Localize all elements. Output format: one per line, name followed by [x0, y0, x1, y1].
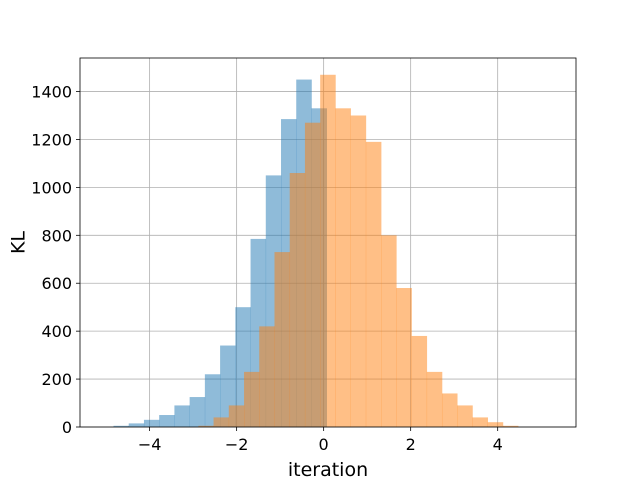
histogram-bar-series-2	[396, 288, 412, 427]
histogram-bar-series-1	[113, 425, 130, 427]
histogram-bar-series-2	[472, 417, 488, 427]
histogram-bar-series-1	[174, 405, 190, 427]
y-tick-label: 600	[41, 274, 72, 293]
histogram-bar-series-2	[502, 425, 519, 427]
histogram-bar-series-2	[198, 425, 214, 427]
histogram-bar-series-2	[259, 326, 275, 427]
histogram-bar-series-2	[213, 417, 230, 427]
y-tick-label: 1400	[31, 83, 72, 102]
histogram-bar-series-1	[204, 374, 221, 427]
histogram-bar-series-2	[487, 422, 504, 427]
axis-ticks: −4 −2 0 2 4 0 200 400 600 800 1000 1200 1400	[31, 83, 502, 454]
histogram-bar-series-2	[441, 393, 458, 427]
histogram-bar-series-2	[244, 371, 260, 427]
x-axis-label: iteration	[288, 459, 368, 480]
x-tick-label: 0	[319, 435, 329, 454]
histogram-bar-series-1	[143, 419, 160, 427]
y-tick-label: 0	[62, 418, 72, 437]
x-tick-label: 4	[493, 435, 503, 454]
y-tick-label: 200	[41, 370, 72, 389]
histogram-bar-series-2	[381, 235, 397, 427]
histogram-bar-series-1	[159, 415, 175, 427]
histogram-bar-series-2	[289, 173, 306, 427]
histogram-bar-series-2	[335, 108, 351, 428]
histogram-bar-series-2	[320, 74, 336, 427]
y-axis-label: KL	[8, 231, 30, 254]
histogram-bar-series-2	[304, 122, 321, 428]
y-tick-label: 800	[41, 226, 72, 245]
x-tick-label: 2	[406, 435, 416, 454]
y-tick-label: 400	[41, 322, 72, 341]
histogram-bar-series-2	[350, 115, 367, 427]
histogram-bar-series-1	[128, 423, 145, 427]
histogram-bar-series-2	[426, 371, 443, 427]
x-tick-label: −4	[138, 435, 162, 454]
histogram-bar-series-2	[457, 405, 473, 427]
histogram-bar-series-1	[189, 397, 206, 427]
histogram-bar-series-2	[411, 335, 428, 427]
x-tick-label: −2	[225, 435, 249, 454]
histogram-bar-series-2	[274, 252, 291, 427]
y-tick-label: 1200	[31, 130, 72, 149]
histogram-bar-series-2	[365, 141, 382, 427]
histogram-bars	[113, 74, 519, 428]
histogram-bar-series-2	[228, 405, 245, 427]
y-tick-label: 1000	[31, 178, 72, 197]
plot-frame	[79, 57, 577, 428]
